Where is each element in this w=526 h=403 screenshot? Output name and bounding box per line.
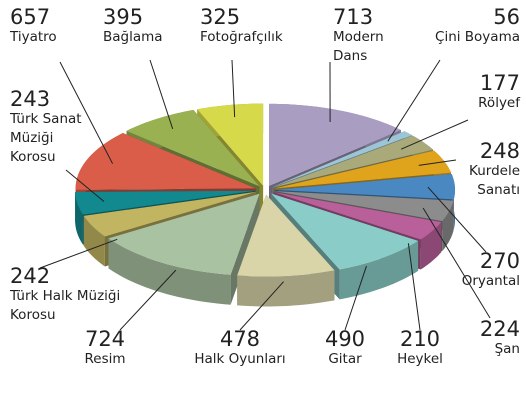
- leader-line: [344, 265, 367, 331]
- slice-side: [83, 191, 256, 246]
- slice: [83, 191, 256, 237]
- category-label: Fotoğrafçılık: [200, 29, 283, 45]
- slice-wall: [420, 222, 442, 270]
- slice: [237, 194, 335, 277]
- slice-label: 395 Bağlama: [103, 6, 193, 47]
- leader-line: [39, 238, 118, 269]
- slice-label: 724 Resim: [55, 328, 155, 369]
- slice-label: 224 Şan: [420, 318, 520, 359]
- category-label: Heykel: [397, 351, 443, 367]
- slice: [75, 190, 256, 215]
- category-label: Bağlama: [103, 29, 163, 45]
- value-label: 210: [399, 327, 441, 351]
- slice-label: 210 Heykel: [370, 328, 470, 369]
- slice-wall: [83, 215, 105, 267]
- slice-wall: [75, 192, 83, 245]
- slice: [197, 103, 264, 186]
- category-label: Rölyef: [478, 95, 520, 111]
- category-label: Kurdele Sanatı: [469, 163, 520, 198]
- value-label: 724: [84, 327, 126, 351]
- category-label: Halk Oyunları: [194, 351, 286, 367]
- value-label: 478: [219, 327, 261, 351]
- category-label: Resim: [84, 351, 126, 367]
- leader-line: [387, 59, 441, 142]
- slice-label: 657 Tiyatro: [10, 6, 90, 47]
- slice-label: 248 Kurdele Sanatı: [440, 140, 520, 200]
- value-label: 270: [479, 249, 520, 273]
- slice-label: 243 Türk Sanat Müziği Korosu: [10, 88, 90, 167]
- slice: [75, 133, 256, 190]
- slice-wall: [339, 240, 419, 300]
- value-label: 713: [333, 5, 374, 29]
- category-label: Tiyatro: [10, 29, 57, 45]
- slice: [273, 135, 433, 188]
- slice: [274, 150, 452, 189]
- value-label: 657: [10, 5, 51, 29]
- slice: [272, 131, 412, 188]
- slice: [274, 191, 454, 222]
- value-label: 248: [479, 139, 520, 163]
- leader-line: [407, 243, 421, 331]
- category-label: Şan: [494, 341, 520, 357]
- leader-line: [427, 186, 487, 253]
- slice-label: 56 Çini Boyama: [380, 6, 520, 47]
- slice-label: 713 Modern Dans: [333, 6, 403, 66]
- category-label: Oryantal: [461, 273, 520, 289]
- value-label: 395: [103, 5, 144, 29]
- leader-line: [400, 119, 469, 150]
- slice-label: 242 Türk Halk Müziği Korosu: [10, 265, 125, 325]
- leader-line: [422, 207, 491, 319]
- slice-label: 177 Rölyef: [400, 72, 520, 113]
- category-label: Çini Boyama: [435, 29, 520, 45]
- leader-line: [418, 159, 457, 166]
- leader-line: [149, 59, 174, 130]
- value-label: 325: [200, 5, 241, 29]
- value-label: 242: [10, 264, 51, 288]
- leader-line: [239, 281, 284, 331]
- slice-group: [237, 194, 335, 307]
- category-label: Gitar: [328, 351, 362, 367]
- slice: [271, 193, 419, 270]
- slice: [126, 109, 260, 187]
- leader-line: [119, 269, 177, 331]
- category-label: Modern Dans: [333, 29, 384, 64]
- slice: [268, 103, 401, 186]
- leader-line: [59, 61, 114, 164]
- value-label: 243: [10, 87, 51, 111]
- leader-line: [65, 169, 105, 202]
- slice-wall: [108, 238, 231, 305]
- value-label: 56: [493, 5, 520, 29]
- category-label: Türk Sanat Müziği Korosu: [10, 111, 82, 165]
- slice-label: 325 Fotoğrafçılık: [200, 6, 310, 47]
- value-label: 490: [324, 327, 366, 351]
- slice: [273, 192, 442, 240]
- value-label: 224: [479, 317, 520, 341]
- slice-label: 478 Halk Oyunları: [160, 328, 320, 369]
- slice: [108, 193, 260, 275]
- slice-label: 490 Gitar: [295, 328, 395, 369]
- slice: [274, 173, 455, 200]
- slice-wall: [237, 270, 335, 307]
- value-label: 177: [479, 71, 520, 95]
- category-label: Türk Halk Müziği Korosu: [10, 288, 121, 323]
- leader-line: [231, 59, 236, 118]
- slice-label: 270 Oryantal: [420, 250, 520, 291]
